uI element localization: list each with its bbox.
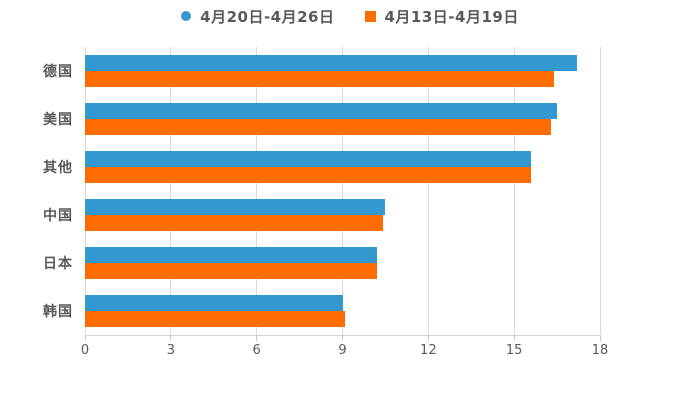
bar-美国-series0 (85, 103, 558, 119)
legend-label: 4月20日-4月26日 (200, 7, 335, 26)
bar-日本-series1 (85, 263, 377, 279)
gridline-18 (599, 47, 601, 335)
y-axis-label-中国: 中国 (43, 208, 73, 224)
bar-中国-series0 (85, 199, 386, 215)
bar-其他-series1 (85, 167, 532, 183)
x-axis-label-3: 3 (166, 343, 175, 358)
x-axis-label-18: 18 (591, 343, 609, 358)
bar-group-中国 (85, 191, 600, 239)
x-axis-tick-18 (599, 336, 601, 341)
bar-德国-series0 (85, 55, 578, 71)
bar-其他-series0 (85, 151, 532, 167)
bar-group-其他 (85, 143, 600, 191)
x-axis-label-12: 12 (420, 343, 437, 358)
legend-square-marker-icon (364, 10, 376, 22)
bar-pair (85, 247, 600, 279)
gridline-15 (513, 47, 515, 335)
bar-pair (85, 103, 600, 135)
legend-item-week-apr13-19[interactable]: 4月13日-4月19日 (364, 6, 519, 27)
x-axis-label-15: 15 (505, 343, 523, 358)
bar-pair (85, 55, 600, 87)
y-axis-label-其他: 其他 (43, 160, 73, 176)
gridline-3 (170, 47, 172, 335)
bar-group-美国 (85, 95, 600, 143)
y-axis-label-美国: 美国 (43, 112, 73, 128)
y-axis-label-德国: 德国 (43, 64, 73, 80)
x-axis-tick-3 (170, 336, 172, 341)
x-axis-tick-9 (342, 336, 343, 341)
x-axis-tick-6 (256, 336, 258, 341)
bar-中国-series1 (85, 215, 383, 231)
bar-group-日本 (85, 239, 600, 287)
legend-label: 4月13日-4月19日 (384, 7, 519, 26)
bar-韩国-series0 (85, 295, 343, 311)
x-axis-tick-15 (513, 336, 515, 341)
bar-pair (85, 199, 600, 231)
bar-日本-series0 (85, 247, 377, 263)
bar-德国-series1 (85, 71, 555, 87)
y-axis-labels: 德国美国其他中国日本韩国 (0, 47, 73, 335)
x-axis-label-0: 0 (80, 343, 90, 358)
gridline-0 (84, 47, 86, 335)
bar-pair (85, 151, 600, 183)
bar-韩国-series1 (85, 311, 346, 327)
x-axis-tick-12 (427, 336, 429, 341)
x-axis-label-6: 6 (252, 343, 261, 358)
x-axis-tick-0 (84, 336, 86, 341)
legend: 4月20日-4月26日 4月13日-4月19日 (0, 5, 700, 27)
gridline-9 (342, 47, 343, 335)
x-axis: 0 3 6 9 12 15 18 (81, 336, 608, 362)
bar-group-韩国 (85, 287, 600, 335)
bar-group-德国 (85, 47, 600, 95)
bar-美国-series1 (85, 119, 552, 135)
legend-item-week-apr20-26[interactable]: 4月20日-4月26日 (181, 6, 334, 27)
plot-area (84, 47, 601, 336)
legend-circle-marker-icon (181, 11, 192, 21)
gridline-6 (256, 47, 258, 335)
y-axis-label-韩国: 韩国 (43, 304, 73, 320)
y-axis-label-日本: 日本 (43, 256, 73, 272)
gridline-12 (427, 47, 429, 335)
x-axis-label-9: 9 (338, 343, 347, 358)
bar-pair (85, 295, 600, 327)
